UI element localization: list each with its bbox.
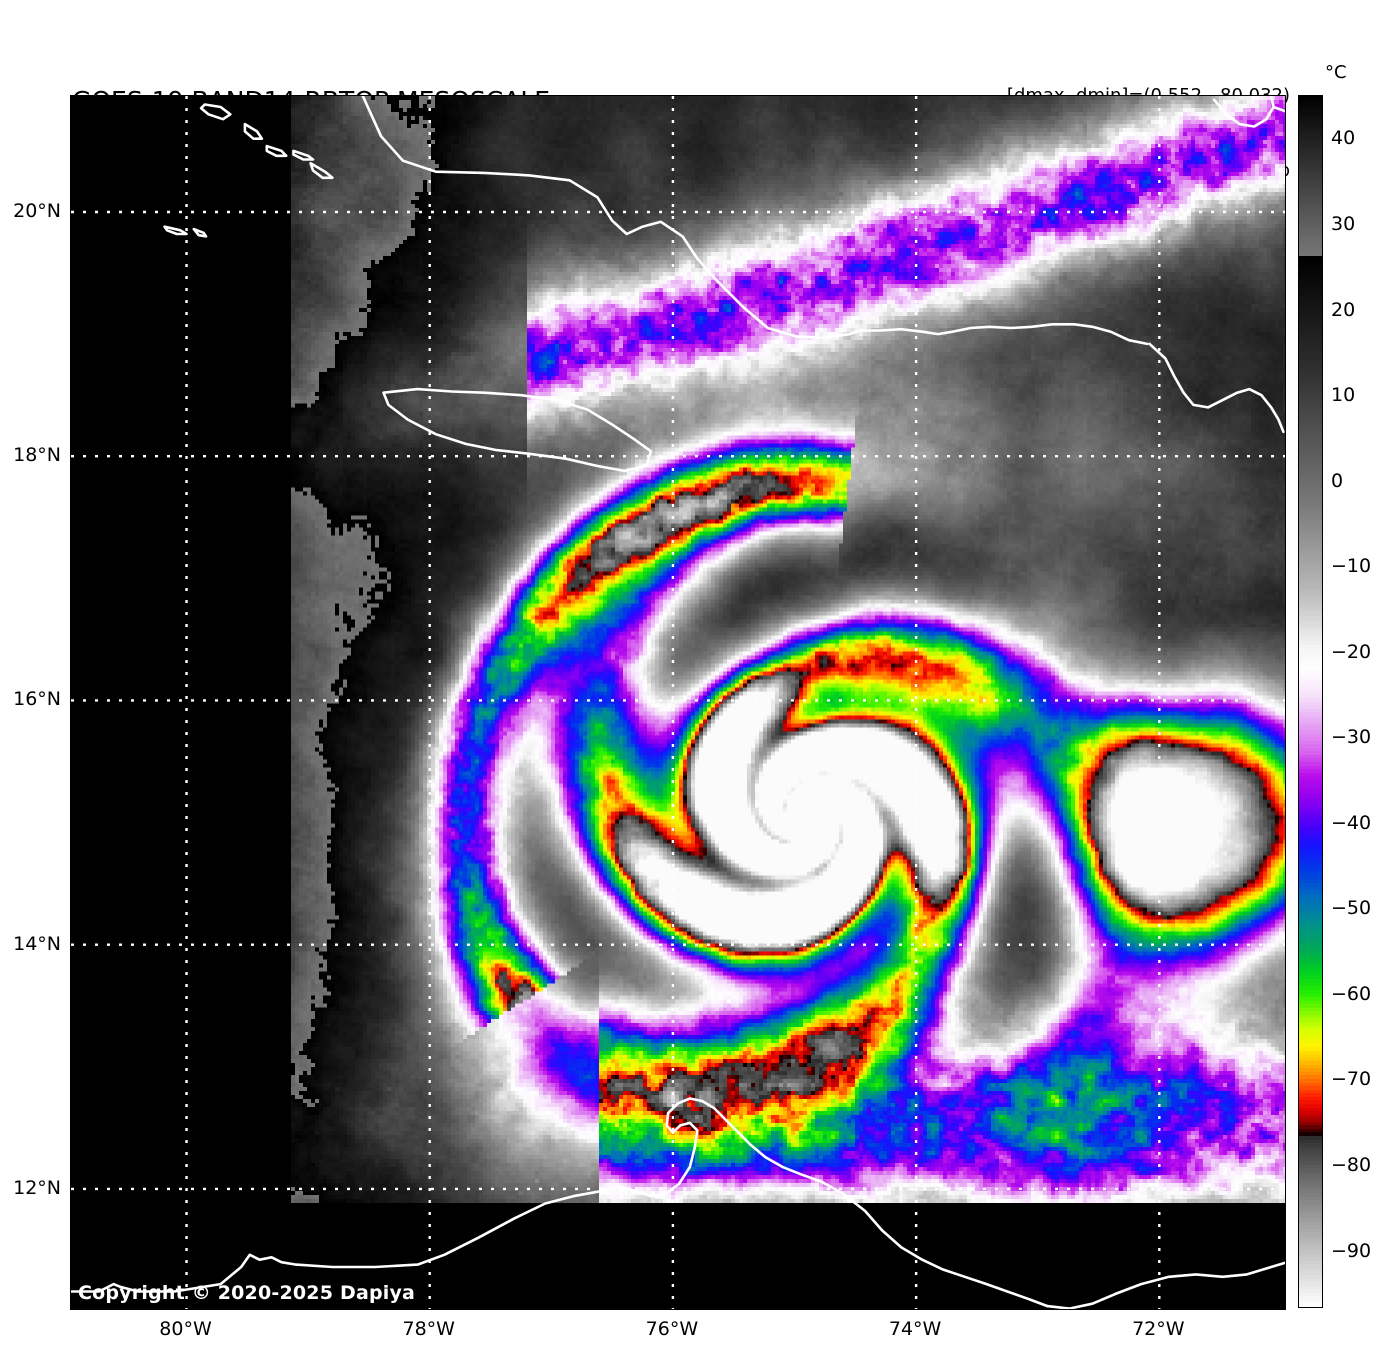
satellite-imagery-canvas (71, 96, 1285, 1309)
hispaniola-south (1148, 342, 1285, 434)
colorbar-tick-label: 10 (1331, 384, 1356, 407)
cayman-islet-a (292, 149, 315, 161)
lon-tick-label: 78°W (402, 1318, 455, 1340)
colorbar-tick-label: −60 (1331, 982, 1372, 1005)
latlon-graticule (71, 96, 1285, 1309)
colorbar-unit-label: °C (1325, 62, 1347, 83)
colorbar-gradient (1299, 96, 1322, 1308)
colorbar-tick-label: 30 (1331, 213, 1356, 236)
satellite-image-plot[interactable] (70, 95, 1286, 1310)
colorbar-tick-label: 40 (1331, 127, 1356, 150)
cuba-south-coast (361, 96, 863, 340)
venezuela-coast (1046, 1261, 1285, 1309)
colorbar-tick-label: −70 (1331, 1068, 1372, 1091)
lat-tick-label: 12°N (13, 1176, 61, 1199)
copyright-label: Copyright © 2020-2025 Dapiya (78, 1282, 416, 1304)
colorbar-tick-label: −80 (1331, 1153, 1372, 1176)
colorbar-tick-label: −40 (1331, 811, 1372, 834)
jamaica (382, 387, 653, 473)
colorbar-tick-label: 20 (1331, 298, 1356, 321)
grand-cayman (199, 103, 232, 121)
lon-tick-label: 72°W (1132, 1318, 1185, 1340)
colorbar-tick-label: −30 (1331, 726, 1372, 749)
lon-tick-label: 80°W (159, 1318, 212, 1340)
hispaniola-ne-bay2 (1272, 105, 1285, 113)
colombia-coast (71, 1185, 667, 1293)
cayman-brac (243, 122, 264, 141)
swan-islet-d (192, 227, 208, 238)
colorbar-tick-label: −20 (1331, 640, 1372, 663)
guajira-peninsula (664, 1097, 1049, 1308)
lon-tick-label: 74°W (888, 1318, 942, 1340)
temperature-colorbar[interactable] (1298, 95, 1323, 1308)
colorbar-tick-label: 0 (1331, 469, 1344, 492)
coastline-overlay (71, 96, 1285, 1309)
colorbar-tick-label: −10 (1331, 555, 1372, 578)
colorbar-tick-label: −90 (1331, 1239, 1372, 1262)
cayman-islet-b (309, 161, 334, 180)
little-cayman (265, 144, 288, 158)
lat-tick-label: 20°N (13, 200, 61, 222)
colorbar-tick-label: −50 (1331, 897, 1372, 920)
swan-islet-c (163, 225, 188, 236)
lat-tick-label: 14°N (13, 932, 61, 955)
lat-tick-label: 16°N (13, 688, 61, 711)
lat-tick-label: 18°N (13, 444, 61, 467)
cuba-southeast-shore (860, 323, 1149, 346)
lon-tick-label: 76°W (645, 1318, 699, 1340)
